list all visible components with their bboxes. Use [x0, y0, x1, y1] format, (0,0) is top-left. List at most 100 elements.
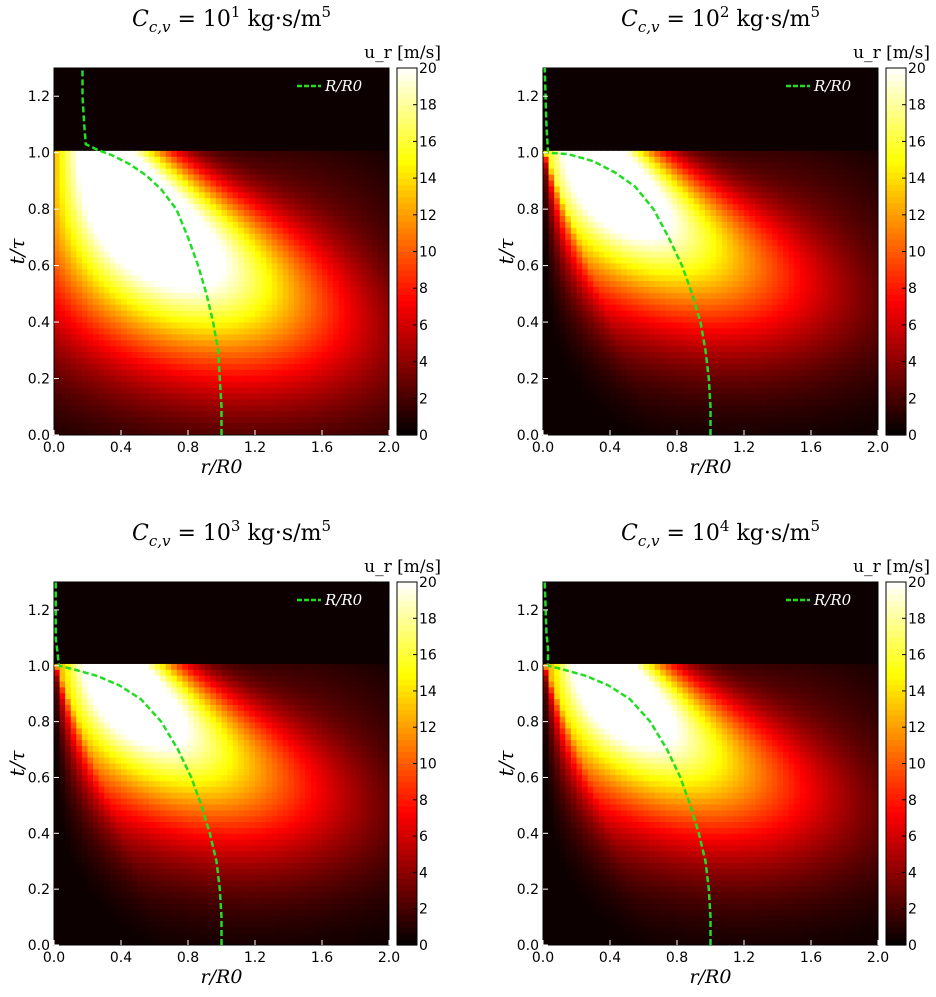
- y-axis-label: t/τ: [494, 750, 518, 777]
- x-tick-label: 0.8: [666, 950, 688, 966]
- y-tick-label: 0.2: [28, 882, 50, 898]
- x-tick-label: 0.4: [599, 440, 621, 456]
- y-axis-label: t/τ: [494, 238, 518, 265]
- y-tick-label: 1.0: [28, 146, 50, 162]
- colorbar-tick-label: 8: [419, 281, 428, 297]
- colorbar: 0 2 4 6 8 10 12 14 16 18 20u_r [m/s]: [364, 557, 441, 954]
- colorbar-tick-label: 8: [419, 793, 428, 809]
- colorbar-tick-label: 10: [908, 757, 926, 773]
- x-tick-label: 1.2: [733, 950, 755, 966]
- series-line-r-over-r0: [543, 68, 712, 435]
- colorbar-tick-label: 10: [419, 757, 437, 773]
- y-tick-label: 0.6: [28, 770, 50, 786]
- colorbar-tick-label: 16: [419, 648, 437, 664]
- colorbar-tick-label: 10: [419, 245, 437, 261]
- colorbar-tick-label: 16: [908, 134, 926, 150]
- x-tick-label: 2.0: [378, 440, 400, 456]
- heatmap-field: [543, 68, 878, 435]
- y-tick-label: 0.2: [517, 882, 539, 898]
- chart-panel-4: R/R0 0.0 0.4 0.8 1.2 1.6 2.0 0.0 0.2 0.4 0.6 0.8 1.0…: [494, 517, 930, 988]
- x-tick-label: 1.6: [311, 950, 333, 966]
- colorbar-tick-label: 12: [419, 720, 437, 736]
- legend: R/R0: [297, 77, 363, 95]
- x-tick-label: 1.6: [800, 950, 822, 966]
- y-tick-label: 0.0: [28, 428, 50, 444]
- colorbar-tick-label: 18: [908, 98, 926, 114]
- heatmap-field: [543, 582, 878, 945]
- colorbar-tick-label: 6: [419, 318, 428, 334]
- x-tick-label: 0.4: [110, 950, 132, 966]
- colorbar-label: u_r [m/s]: [853, 43, 930, 63]
- x-tick-label: 0.0: [532, 440, 554, 456]
- colorbar: 0 2 4 6 8 10 12 14 16 18 20u_r [m/s]: [853, 557, 930, 954]
- colorbar-tick-label: 14: [419, 171, 437, 187]
- legend: R/R0: [297, 591, 363, 609]
- heatmap-field: [54, 582, 389, 945]
- x-tick-label: 2.0: [867, 440, 889, 456]
- series-line-r-over-r0: [81, 68, 223, 435]
- y-tick-label: 0.6: [28, 259, 50, 275]
- colorbar-tick-label: 12: [908, 208, 926, 224]
- colorbar-tick-label: 14: [908, 171, 926, 187]
- colorbar: 0 2 4 6 8 10 12 14 16 18 20u_r [m/s]: [364, 43, 441, 444]
- colorbar-tick-label: 2: [419, 902, 428, 918]
- chart-title: Cc,v = 101 kg·s/m5: [132, 3, 331, 36]
- colorbar-label: u_r [m/s]: [853, 557, 930, 577]
- colorbar-tick-label: 12: [908, 720, 926, 736]
- colorbar-tick-label: 14: [908, 684, 926, 700]
- y-tick-label: 0.8: [517, 715, 539, 731]
- colorbar-tick-label: 6: [419, 829, 428, 845]
- series-line-r-over-r0: [54, 582, 223, 945]
- x-tick-label: 0.8: [666, 440, 688, 456]
- chart-title: Cc,v = 102 kg·s/m5: [621, 3, 820, 36]
- colorbar-tick-label: 14: [419, 684, 437, 700]
- colorbar-tick-label: 20: [908, 575, 926, 591]
- y-tick-label: 0.4: [517, 315, 539, 331]
- colorbar-tick-label: 8: [908, 793, 917, 809]
- legend-label: R/R0: [324, 77, 363, 95]
- y-tick-label: 0.4: [28, 315, 50, 331]
- colorbar-tick-label: 2: [419, 391, 428, 407]
- colorbar: 0 2 4 6 8 10 12 14 16 18 20u_r [m/s]: [853, 43, 930, 444]
- colorbar-tick-label: 2: [908, 391, 917, 407]
- colorbar-tick-label: 16: [908, 648, 926, 664]
- colorbar-label: u_r [m/s]: [364, 43, 441, 63]
- colorbar-tick-label: 2: [908, 902, 917, 918]
- legend-label: R/R0: [324, 591, 363, 609]
- x-tick-label: 1.2: [733, 440, 755, 456]
- colorbar-label: u_r [m/s]: [364, 557, 441, 577]
- y-tick-label: 0.0: [517, 428, 539, 444]
- x-tick-label: 0.0: [532, 950, 554, 966]
- colorbar-tick-label: 8: [908, 281, 917, 297]
- x-tick-label: 1.2: [244, 440, 266, 456]
- x-tick-label: 1.2: [244, 950, 266, 966]
- colorbar-tick-label: 0: [908, 938, 917, 954]
- colorbar-tick-label: 20: [908, 61, 926, 77]
- colorbar-tick-label: 18: [419, 98, 437, 114]
- legend: R/R0: [786, 591, 852, 609]
- y-tick-label: 1.0: [517, 659, 539, 675]
- colorbar-tick-label: 20: [419, 61, 437, 77]
- colorbar-tick-label: 18: [908, 611, 926, 627]
- chart-panel-1: R/R0 0.0 0.4 0.8 1.2 1.6 2.0 0.0 0.2 0.4 0.6 0.8 1.0…: [5, 3, 441, 478]
- colorbar-tick-label: 4: [908, 865, 917, 881]
- y-tick-label: 0.8: [517, 202, 539, 218]
- x-axis-label: r/R0: [690, 456, 732, 478]
- colorbar-tick-label: 4: [908, 355, 917, 371]
- x-tick-label: 1.6: [311, 440, 333, 456]
- colorbar-tick-label: 0: [419, 428, 428, 444]
- chart-panel-3: R/R0 0.0 0.4 0.8 1.2 1.6 2.0 0.0 0.2 0.4 0.6 0.8 1.0…: [5, 517, 441, 988]
- colorbar-tick-label: 12: [419, 208, 437, 224]
- colorbar-tick-label: 18: [419, 611, 437, 627]
- y-tick-label: 0.2: [517, 372, 539, 388]
- x-tick-label: 2.0: [867, 950, 889, 966]
- y-tick-label: 1.0: [28, 659, 50, 675]
- colorbar-tick-label: 6: [908, 318, 917, 334]
- chart-panel-2: R/R0 0.0 0.4 0.8 1.2 1.6 2.0 0.0 0.2 0.4 0.6 0.8 1.0…: [494, 3, 930, 478]
- y-tick-label: 1.2: [28, 603, 50, 619]
- y-tick-label: 0.8: [28, 715, 50, 731]
- y-axis-label: t/τ: [5, 238, 29, 265]
- y-tick-label: 0.8: [28, 202, 50, 218]
- y-tick-label: 1.2: [517, 603, 539, 619]
